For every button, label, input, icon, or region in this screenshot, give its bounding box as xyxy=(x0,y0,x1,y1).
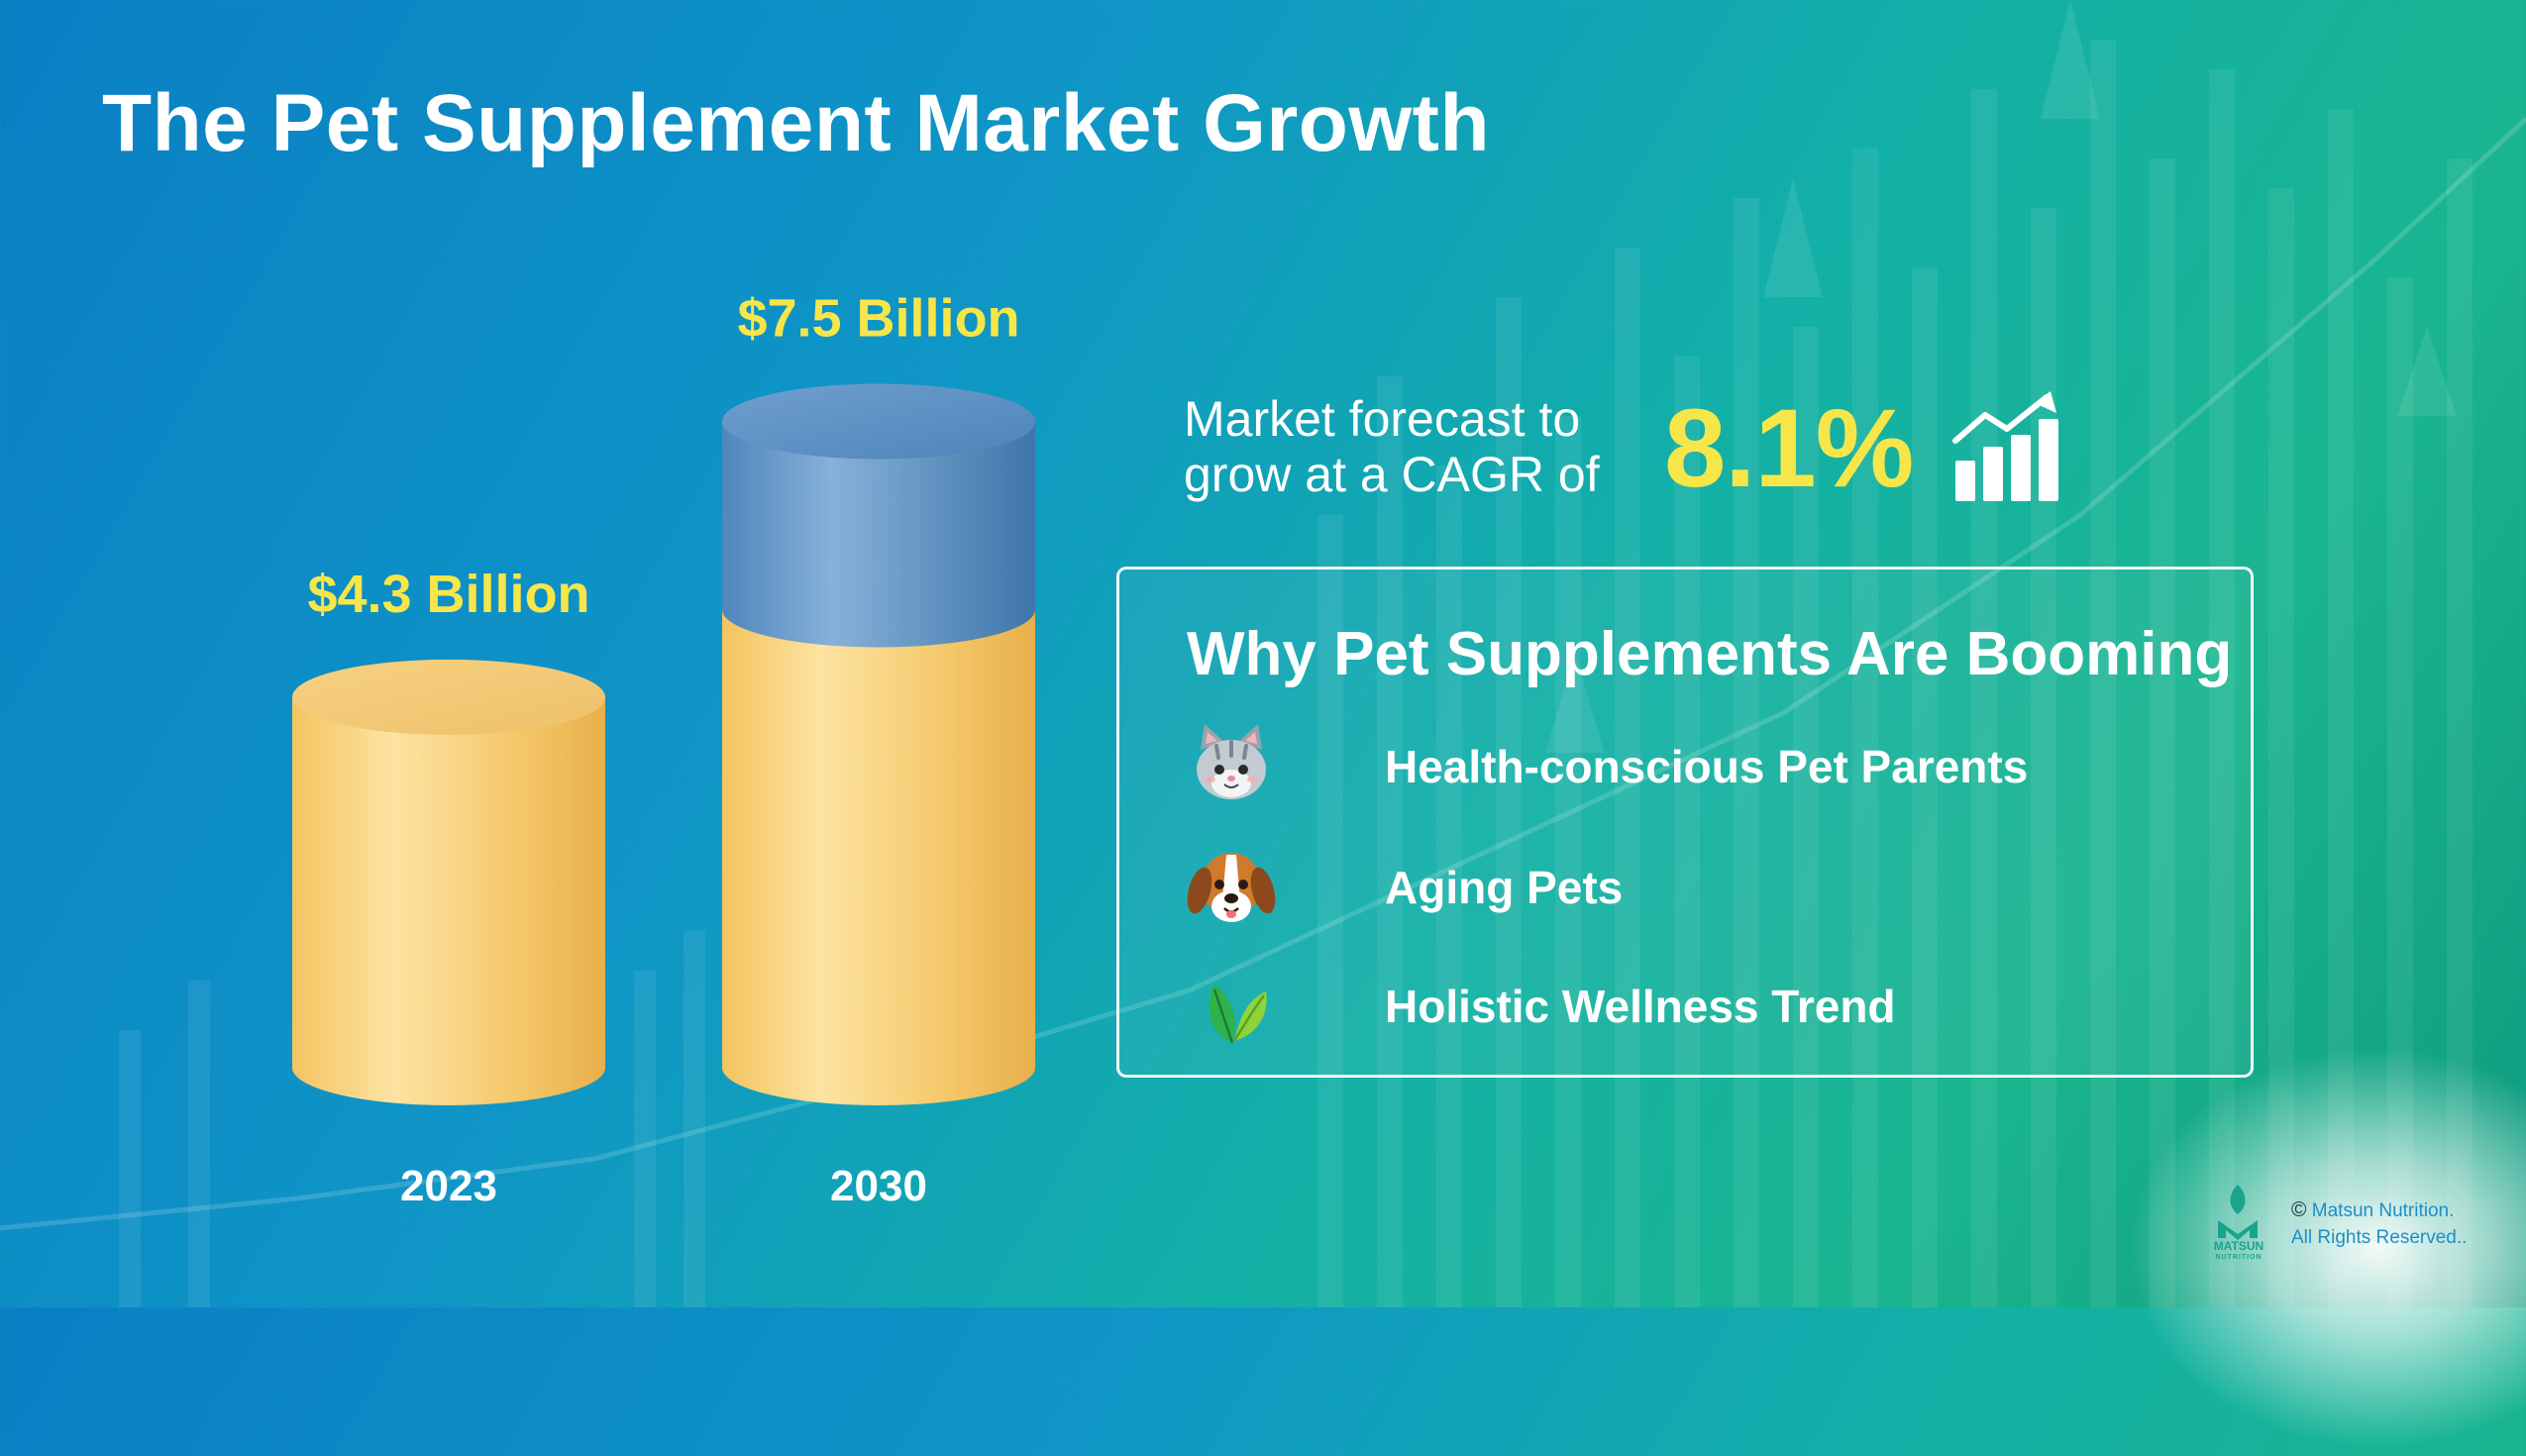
logo-name: MATSUN xyxy=(2213,1239,2264,1253)
forecast-line-1: Market forecast to xyxy=(1184,391,1581,447)
bar-2023 xyxy=(292,696,605,1105)
copyright-notice: © Matsun Nutrition. All Rights Reserved.… xyxy=(2291,1196,2467,1251)
bar-2030 xyxy=(722,609,1035,1105)
logo-subtitle: NUTRITION xyxy=(2215,1254,2263,1261)
value-label-2030: $7.5 Billion xyxy=(737,289,1019,349)
bar-chart: $4.3 Billion 2023 $7.5 Billion 2030 xyxy=(292,289,1035,1210)
why-title: Why Pet Supplements Are Booming xyxy=(1187,620,2233,688)
copyright-owner: Matsun Nutrition. xyxy=(2311,1200,2455,1221)
reason-item-health-conscious: Health-conscious Pet Parents xyxy=(1187,720,2177,809)
reason-label: Holistic Wellness Trend xyxy=(1385,981,1896,1032)
why-panel: Why Pet Supplements Are Booming Health-c… xyxy=(1116,567,2254,1078)
value-label-2023: $4.3 Billion xyxy=(307,565,589,624)
reason-item-aging-pets: Aging Pets xyxy=(1187,841,2177,930)
bar-top-2023 xyxy=(292,659,605,735)
growth-chart-icon xyxy=(1952,391,2058,501)
cagr-value: 8.1% xyxy=(1664,386,1914,510)
leaf-icon xyxy=(1209,984,1267,1044)
reason-item-holistic-wellness: Holistic Wellness Trend xyxy=(1187,960,2177,1049)
reason-label: Aging Pets xyxy=(1385,862,1624,913)
matsun-logo xyxy=(2218,1185,2258,1240)
reason-label: Health-conscious Pet Parents xyxy=(1385,741,2029,792)
forecast-text: Market forecast to grow at a CAGR of xyxy=(1184,391,1639,502)
forecast-line-2: grow at a CAGR of xyxy=(1184,447,1600,502)
dog-face-icon xyxy=(1187,853,1276,922)
copyright-rights: All Rights Reserved.. xyxy=(2291,1227,2468,1248)
bar-cap-2030 xyxy=(722,421,1035,648)
category-label-2030: 2030 xyxy=(830,1162,927,1210)
bar-top-2030 xyxy=(722,383,1035,460)
page-title: The Pet Supplement Market Growth xyxy=(102,78,1491,168)
logo-wordmark: MATSUN NUTRITION xyxy=(2199,1240,2278,1264)
cat-face-icon xyxy=(1197,724,1266,799)
copyright-symbol: © xyxy=(2291,1198,2307,1221)
category-label-2023: 2023 xyxy=(400,1162,497,1210)
